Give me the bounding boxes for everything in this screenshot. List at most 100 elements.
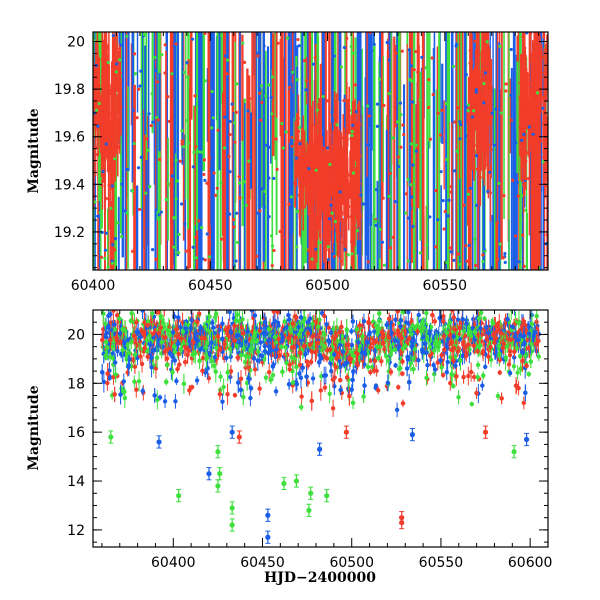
- data-point: [108, 88, 112, 93]
- data-point: [184, 249, 188, 253]
- data-point: [521, 233, 525, 237]
- data-point: [434, 245, 438, 249]
- data-point: [337, 187, 341, 191]
- data-point: [147, 112, 151, 116]
- data-point: [466, 192, 470, 197]
- data-point: [172, 216, 176, 220]
- data-point: [115, 221, 120, 225]
- data-point: [332, 254, 337, 259]
- data-point: [400, 49, 404, 53]
- data-point: [530, 190, 534, 194]
- data-point: [186, 75, 190, 79]
- data-point: [466, 373, 471, 379]
- data-point: [527, 125, 532, 129]
- data-point: [481, 253, 485, 257]
- data-point: [478, 320, 484, 326]
- data-point: [522, 264, 526, 268]
- data-point: [541, 160, 545, 164]
- data-point: [318, 125, 322, 129]
- data-point: [518, 366, 523, 372]
- data-point: [177, 362, 182, 367]
- data-point: [355, 228, 360, 233]
- data-point: [330, 200, 335, 204]
- data-point: [232, 393, 238, 398]
- data-point: [469, 401, 474, 407]
- data-point: [203, 178, 207, 182]
- data-point: [276, 41, 280, 45]
- data-point: [456, 252, 461, 256]
- data-point: [213, 193, 218, 197]
- data-point: [125, 167, 129, 172]
- data-point: [303, 183, 307, 187]
- data-point: [130, 189, 135, 193]
- data-point: [270, 372, 276, 378]
- data-point: [330, 211, 334, 215]
- data-point: [238, 196, 242, 200]
- data-point: [316, 147, 320, 151]
- data-point: [536, 161, 540, 165]
- data-point: [351, 51, 355, 55]
- data-point: [455, 317, 461, 322]
- data-point: [497, 181, 501, 185]
- data-point: [314, 247, 318, 251]
- data-point: [409, 183, 413, 187]
- data-point: [391, 235, 395, 239]
- data-point: [337, 151, 342, 155]
- data-point: [476, 51, 480, 55]
- data-point: [399, 113, 403, 117]
- data-point: [278, 229, 282, 234]
- data-point: [374, 187, 379, 192]
- data-point: [107, 183, 111, 187]
- data-point: [159, 210, 163, 214]
- data-point: [309, 175, 313, 180]
- data-point: [172, 245, 176, 249]
- data-point: [107, 132, 111, 136]
- data-point: [430, 56, 434, 60]
- data-point: [262, 205, 266, 209]
- data-point: [464, 244, 468, 248]
- data-point: [443, 209, 447, 214]
- data-point: [374, 219, 378, 223]
- data-point: [182, 70, 187, 74]
- data-point: [329, 171, 333, 175]
- y-tick-label: 19.2: [54, 225, 85, 241]
- data-point: [349, 44, 353, 49]
- data-point: [367, 114, 371, 118]
- top-x-tick-labels: 60400 60450 60500 60550: [71, 278, 467, 294]
- data-point: [99, 255, 104, 259]
- data-point: [202, 158, 207, 162]
- data-point: [235, 312, 240, 317]
- data-point: [305, 363, 311, 368]
- data-point: [438, 133, 443, 137]
- data-point: [526, 99, 530, 103]
- data-point: [453, 120, 457, 124]
- data-point: [172, 358, 178, 363]
- data-point: [259, 84, 264, 88]
- data-point: [197, 150, 201, 154]
- data-point: [270, 244, 275, 248]
- data-point: [353, 221, 357, 225]
- data-point: [350, 130, 354, 134]
- data-point: [310, 376, 316, 381]
- data-point: [228, 119, 232, 124]
- data-point: [256, 51, 260, 55]
- data-point: [196, 311, 202, 316]
- data-point: [441, 199, 445, 203]
- data-point: [321, 147, 325, 151]
- data-point: [267, 215, 271, 219]
- data-point: [101, 169, 105, 174]
- data-point: [335, 169, 339, 173]
- data-point: [411, 224, 415, 228]
- data-point: [342, 45, 346, 50]
- data-point: [457, 262, 461, 267]
- data-point: [265, 143, 269, 147]
- data-point: [223, 146, 227, 150]
- data-point: [330, 406, 336, 411]
- data-point: [305, 79, 309, 83]
- data-point: [334, 206, 338, 211]
- data-point: [350, 133, 354, 138]
- x-tick-label: 60400: [71, 278, 116, 294]
- data-point: [290, 144, 294, 148]
- data-point: [498, 44, 502, 48]
